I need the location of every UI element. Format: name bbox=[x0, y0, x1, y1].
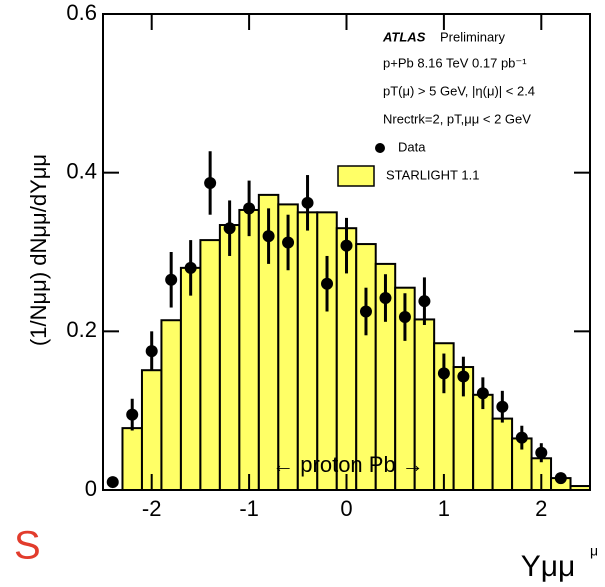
annotation: Nrectrk=2, pT,μμ < 2 GeV bbox=[383, 111, 531, 126]
data-point bbox=[554, 472, 567, 485]
annotation: pT(μ) > 5 GeV, |η(μ)| < 2.4 bbox=[383, 83, 535, 98]
annotation: p+Pb 8.16 TeV 0.17 pb⁻¹ bbox=[383, 55, 527, 70]
legend-label: STARLIGHT 1.1 bbox=[386, 167, 479, 182]
data-point bbox=[457, 370, 470, 383]
annotation: ATLAS bbox=[382, 29, 426, 44]
data-point bbox=[126, 408, 139, 421]
data-point bbox=[515, 431, 528, 444]
data-point bbox=[437, 367, 450, 380]
data-point bbox=[340, 239, 353, 252]
data-point bbox=[106, 476, 119, 489]
data-point bbox=[204, 176, 217, 189]
annotation: ← proton Pb → bbox=[272, 452, 424, 477]
data-point bbox=[321, 277, 334, 290]
annotation: Preliminary bbox=[440, 29, 506, 44]
data-point bbox=[359, 305, 372, 318]
histogram-bar bbox=[199, 239, 221, 491]
data-point bbox=[301, 196, 314, 209]
data-point bbox=[496, 400, 509, 413]
histogram-bar bbox=[238, 208, 260, 491]
x-tick-label: 2 bbox=[535, 496, 547, 521]
x-tick-label: 1 bbox=[438, 496, 450, 521]
data-point bbox=[165, 273, 178, 286]
data-point bbox=[398, 311, 411, 324]
logo-fragment: S bbox=[14, 524, 41, 568]
y-tick-label: 0 bbox=[85, 476, 97, 501]
data-point bbox=[145, 345, 158, 358]
y-tick-label: 0.4 bbox=[66, 158, 97, 183]
legend-marker bbox=[375, 143, 385, 153]
data-point bbox=[262, 230, 275, 243]
y-axis-label: (1/Nμμ) dNμμ/dYμμ bbox=[26, 154, 51, 346]
legend-label: Data bbox=[398, 139, 426, 154]
x-tick-label: 0 bbox=[340, 496, 352, 521]
histogram-bar bbox=[160, 319, 182, 491]
data-point bbox=[184, 261, 197, 274]
x-label-fragment: μ bbox=[590, 543, 598, 559]
histogram-bar bbox=[316, 211, 338, 491]
data-point bbox=[476, 387, 489, 400]
histogram-bar bbox=[218, 224, 241, 491]
x-tick-label: -2 bbox=[142, 496, 162, 521]
data-point bbox=[535, 446, 548, 459]
x-tick-label: -1 bbox=[239, 496, 259, 521]
data-point bbox=[282, 236, 295, 249]
histogram-bar bbox=[179, 266, 202, 491]
histogram-bar bbox=[491, 417, 514, 492]
legend-swatch bbox=[337, 165, 375, 187]
x-axis-label: Yμμ bbox=[521, 550, 576, 583]
data-point bbox=[379, 292, 392, 305]
histogram-bar bbox=[140, 369, 163, 491]
data-point bbox=[243, 202, 256, 215]
histogram-bar bbox=[121, 427, 143, 491]
data-point bbox=[418, 295, 431, 308]
y-tick-label: 0.6 bbox=[66, 0, 97, 25]
y-tick-label: 0.2 bbox=[66, 317, 97, 342]
data-point bbox=[223, 222, 236, 235]
histogram-bar bbox=[296, 211, 319, 491]
